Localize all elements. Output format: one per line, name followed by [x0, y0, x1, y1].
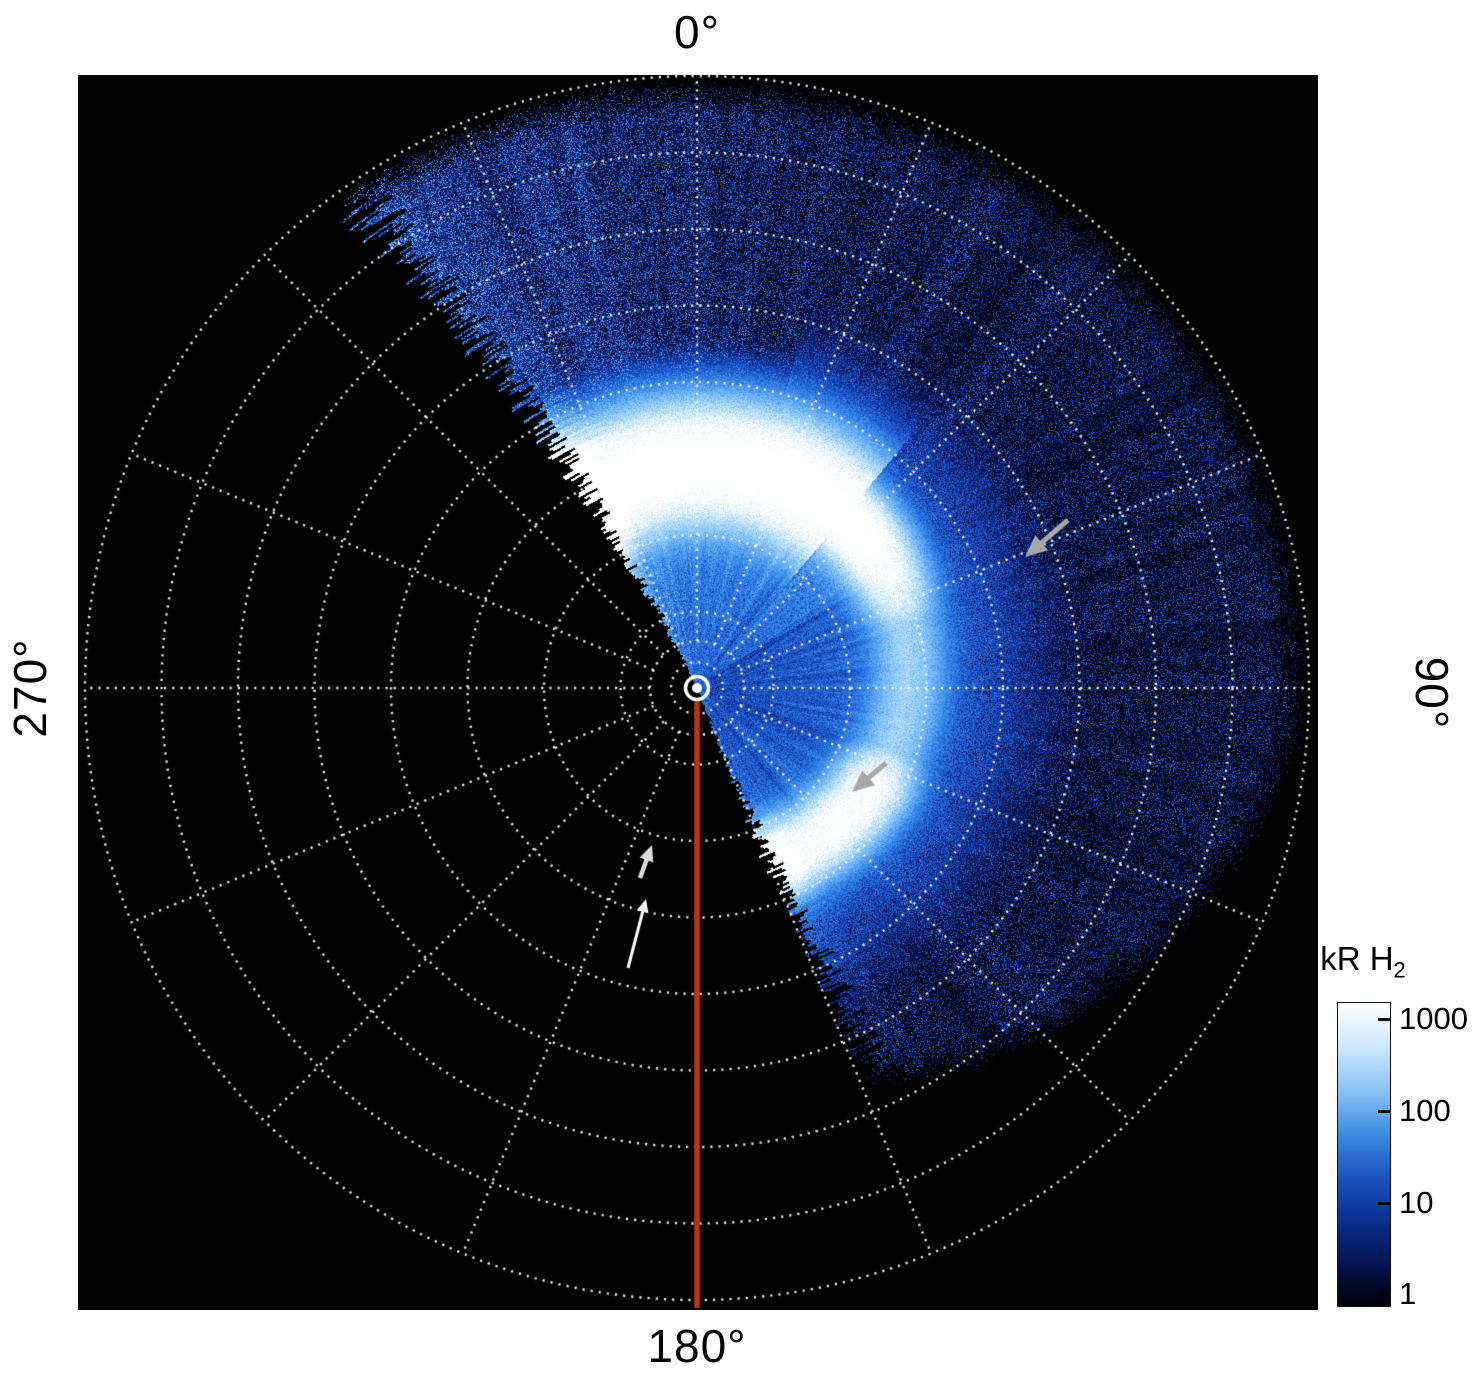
colorbar-tick-mark	[1378, 1110, 1390, 1113]
colorbar-tick-label: 1	[1399, 1276, 1479, 1312]
angle-label-90: 90°	[1406, 623, 1458, 763]
angle-label-270: 270°	[4, 618, 56, 758]
colorbar-gradient	[1337, 1002, 1391, 1307]
colorbar-title-text: kR H	[1320, 940, 1393, 977]
colorbar-title: kR H2	[1283, 940, 1443, 984]
colorbar: 1000 100 10 1	[1337, 1002, 1481, 1308]
colorbar-tick-mark	[1378, 1293, 1390, 1296]
colorbar-tick-label: 100	[1399, 1093, 1479, 1129]
colorbar-tick-label: 10	[1399, 1185, 1479, 1221]
colorbar-tick-mark	[1378, 1018, 1390, 1021]
colorbar-title-subscript: 2	[1394, 958, 1406, 983]
angle-label-0: 0°	[597, 6, 797, 58]
polar-aurora-canvas	[78, 75, 1318, 1310]
colorbar-tick-label: 1000	[1399, 1001, 1479, 1037]
angle-label-180: 180°	[587, 1320, 807, 1372]
colorbar-tick-mark	[1378, 1202, 1390, 1205]
figure-container: 0° 90° 180° 270° kR H2 1000 100 10 1	[0, 0, 1481, 1384]
